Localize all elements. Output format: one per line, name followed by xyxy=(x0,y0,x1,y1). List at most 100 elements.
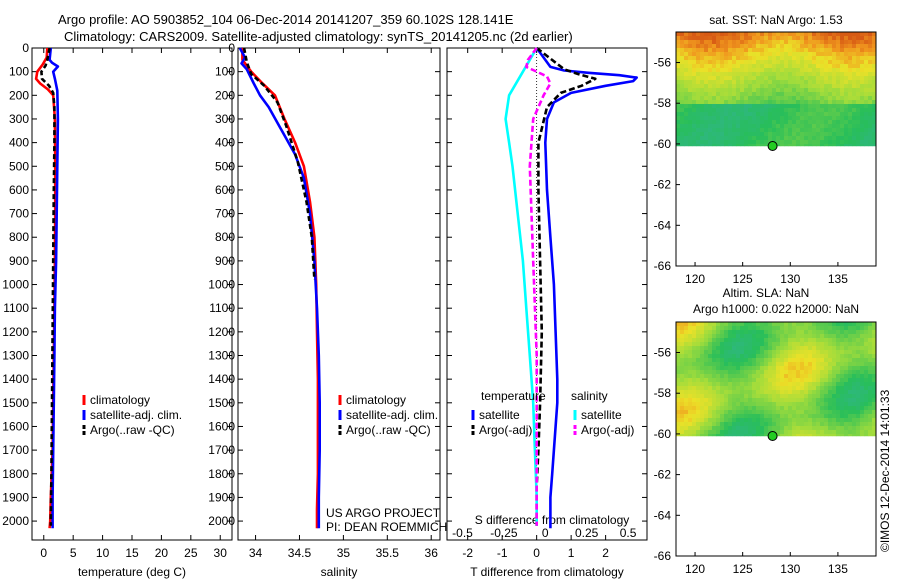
y-tick-label: 1900 xyxy=(2,490,29,504)
map-cell xyxy=(812,426,817,431)
map-cell xyxy=(716,422,721,427)
map-cell xyxy=(812,132,817,137)
map-cell xyxy=(780,96,785,101)
map-cell xyxy=(844,406,849,411)
map-cell xyxy=(796,40,801,45)
map-cell xyxy=(688,44,693,49)
map-cell xyxy=(780,60,785,65)
map-cell xyxy=(700,72,705,77)
map-cell xyxy=(676,346,681,351)
map-cell xyxy=(732,334,737,339)
map-cell xyxy=(816,406,821,411)
map-cell xyxy=(840,100,845,105)
map-cell xyxy=(688,120,693,125)
map-cell xyxy=(740,382,745,387)
map-cell xyxy=(756,32,761,37)
map-cell xyxy=(676,144,681,147)
map-cell xyxy=(712,140,717,145)
map-cell xyxy=(852,88,857,93)
map-cell xyxy=(848,124,853,129)
map-cell xyxy=(680,342,685,347)
map-cell xyxy=(824,366,829,371)
map-cell xyxy=(736,354,741,359)
map-cell xyxy=(748,136,753,141)
map-cell xyxy=(736,120,741,125)
map-cell xyxy=(792,92,797,97)
map-cell xyxy=(872,72,877,77)
map-cell xyxy=(716,48,721,53)
map-cell xyxy=(864,334,869,339)
map-cell xyxy=(736,104,741,109)
map-cell xyxy=(848,326,853,331)
map-cell xyxy=(852,116,857,121)
map-cell xyxy=(736,92,741,97)
map-cell xyxy=(796,398,801,403)
map-cell xyxy=(756,322,761,327)
map-cell xyxy=(804,358,809,363)
map-cell xyxy=(844,76,849,81)
map-cell xyxy=(736,346,741,351)
map-cell xyxy=(676,390,681,395)
map-cell xyxy=(692,128,697,133)
map-cell xyxy=(856,112,861,117)
map-cell xyxy=(748,398,753,403)
map-cell xyxy=(764,84,769,89)
map-cell xyxy=(692,358,697,363)
map-cell xyxy=(780,100,785,105)
map-cell xyxy=(732,88,737,93)
map-cell xyxy=(708,430,713,435)
map-cell xyxy=(768,96,773,101)
map-cell xyxy=(796,418,801,423)
map-cell xyxy=(692,120,697,125)
map-cell xyxy=(760,366,765,371)
map-cell xyxy=(780,132,785,137)
map-cell xyxy=(700,338,705,343)
sst-map-frame xyxy=(675,31,877,267)
map-cell xyxy=(804,112,809,117)
sla-map-title: Altim. SLA: NaN xyxy=(723,286,810,300)
map-cell xyxy=(680,406,685,411)
map-cell xyxy=(732,92,737,97)
map-cell xyxy=(780,112,785,117)
map-cell xyxy=(736,76,741,81)
map-cell xyxy=(792,80,797,85)
map-cell xyxy=(712,80,717,85)
map-cell xyxy=(756,422,761,427)
map-cell xyxy=(764,418,769,423)
map-cell xyxy=(772,394,777,399)
map-cell xyxy=(820,60,825,65)
map-cell xyxy=(784,374,789,379)
map-cell xyxy=(704,366,709,371)
map-cell xyxy=(812,418,817,423)
map-cell xyxy=(804,342,809,347)
map-cell xyxy=(756,394,761,399)
map-cell xyxy=(780,358,785,363)
map-cell xyxy=(824,68,829,73)
map-cell xyxy=(776,426,781,431)
map-cell xyxy=(776,40,781,45)
map-cell xyxy=(852,418,857,423)
map-cell xyxy=(836,414,841,419)
map-cell xyxy=(796,36,801,41)
map-cell xyxy=(736,140,741,145)
map-cell xyxy=(740,374,745,379)
map-cell xyxy=(696,52,701,57)
map-cell xyxy=(688,406,693,411)
map-cell xyxy=(864,124,869,129)
map-cell xyxy=(732,84,737,89)
map-cell xyxy=(848,346,853,351)
map-cell xyxy=(772,426,777,431)
y-tick-label: 800 xyxy=(9,230,29,244)
map-cell xyxy=(704,84,709,89)
map-cell xyxy=(812,342,817,347)
x-tick-label: 135 xyxy=(828,272,848,286)
map-cell xyxy=(764,96,769,101)
map-cell xyxy=(712,406,717,411)
map-cell xyxy=(796,100,801,105)
map-cell xyxy=(856,406,861,411)
map-cell xyxy=(840,80,845,85)
map-cell xyxy=(744,342,749,347)
map-cell xyxy=(812,84,817,89)
map-cell xyxy=(824,104,829,109)
map-cell xyxy=(740,378,745,383)
